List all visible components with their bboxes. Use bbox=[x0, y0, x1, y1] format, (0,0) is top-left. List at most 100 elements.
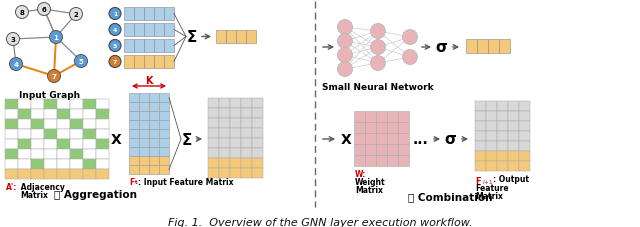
Bar bbox=[475, 161, 486, 171]
Bar bbox=[149, 103, 159, 111]
Circle shape bbox=[6, 33, 19, 46]
Bar bbox=[83, 129, 96, 139]
Bar bbox=[486, 151, 497, 161]
Text: Input Graph: Input Graph bbox=[19, 91, 81, 100]
Bar bbox=[376, 155, 387, 166]
Bar bbox=[44, 169, 57, 179]
Bar bbox=[96, 159, 109, 169]
Circle shape bbox=[109, 24, 121, 36]
Bar bbox=[466, 40, 477, 54]
Bar bbox=[252, 158, 263, 168]
Bar bbox=[219, 99, 230, 109]
Bar bbox=[144, 56, 154, 69]
Bar bbox=[365, 111, 376, 122]
Bar bbox=[486, 121, 497, 131]
Bar bbox=[83, 100, 96, 109]
Bar bbox=[83, 169, 96, 179]
Text: $\mathbf{F}$: $\mathbf{F}$ bbox=[475, 174, 482, 185]
Bar bbox=[219, 158, 230, 168]
Circle shape bbox=[371, 24, 385, 39]
Bar bbox=[134, 24, 144, 37]
Bar bbox=[475, 151, 486, 161]
Text: Matrix: Matrix bbox=[355, 185, 383, 194]
Text: t: t bbox=[134, 179, 137, 184]
Bar bbox=[18, 129, 31, 139]
Circle shape bbox=[109, 40, 121, 52]
Bar bbox=[475, 121, 486, 131]
Circle shape bbox=[403, 30, 417, 45]
Bar bbox=[149, 111, 159, 121]
Bar bbox=[44, 119, 57, 129]
Text: Ⓑ Combination: Ⓑ Combination bbox=[408, 191, 492, 201]
Text: Feature: Feature bbox=[475, 183, 509, 192]
Bar bbox=[44, 100, 57, 109]
Bar bbox=[365, 155, 376, 166]
Bar bbox=[508, 121, 519, 131]
Bar bbox=[134, 40, 144, 53]
Bar bbox=[398, 111, 409, 122]
Bar bbox=[159, 147, 169, 156]
Bar bbox=[96, 139, 109, 149]
Bar bbox=[149, 129, 159, 138]
Bar bbox=[486, 131, 497, 141]
Bar bbox=[354, 133, 365, 144]
Bar bbox=[5, 159, 18, 169]
Bar bbox=[129, 94, 139, 103]
Bar bbox=[139, 138, 149, 147]
Text: F: F bbox=[129, 177, 134, 186]
Bar bbox=[219, 168, 230, 178]
Bar bbox=[18, 169, 31, 179]
Bar bbox=[57, 159, 70, 169]
Bar bbox=[499, 40, 510, 54]
Text: ...: ... bbox=[413, 132, 429, 146]
Bar bbox=[134, 56, 144, 69]
Bar bbox=[241, 138, 252, 148]
Bar bbox=[519, 161, 530, 171]
Bar bbox=[497, 121, 508, 131]
Bar bbox=[208, 128, 219, 138]
Bar bbox=[241, 148, 252, 158]
Bar bbox=[83, 149, 96, 159]
Bar bbox=[129, 165, 139, 174]
Bar bbox=[376, 122, 387, 133]
Bar bbox=[219, 148, 230, 158]
Bar bbox=[44, 149, 57, 159]
Bar bbox=[144, 24, 154, 37]
Bar bbox=[154, 8, 164, 21]
Text: $\mathbf{\Sigma}$: $\mathbf{\Sigma}$ bbox=[186, 29, 198, 45]
Bar bbox=[159, 129, 169, 138]
Bar bbox=[208, 148, 219, 158]
Bar bbox=[57, 169, 70, 179]
Bar bbox=[159, 111, 169, 121]
Text: K: K bbox=[145, 76, 153, 86]
Text: $\mathbf{\sigma}$: $\mathbf{\sigma}$ bbox=[444, 132, 458, 147]
Bar bbox=[144, 8, 154, 21]
Bar bbox=[96, 149, 109, 159]
Bar bbox=[70, 139, 83, 149]
Bar bbox=[486, 111, 497, 121]
Bar bbox=[96, 100, 109, 109]
Circle shape bbox=[109, 8, 121, 20]
Bar bbox=[57, 119, 70, 129]
Text: 6: 6 bbox=[42, 7, 46, 13]
Bar bbox=[376, 144, 387, 155]
Text: 2: 2 bbox=[74, 12, 78, 18]
Bar bbox=[70, 159, 83, 169]
Bar bbox=[129, 103, 139, 111]
Bar bbox=[70, 100, 83, 109]
Text: Matrix: Matrix bbox=[20, 190, 48, 199]
Bar bbox=[164, 8, 174, 21]
Bar bbox=[31, 100, 44, 109]
Bar bbox=[230, 148, 241, 158]
Bar bbox=[230, 128, 241, 138]
Bar bbox=[159, 138, 169, 147]
Text: 5: 5 bbox=[79, 59, 83, 65]
Bar bbox=[365, 133, 376, 144]
Bar bbox=[497, 101, 508, 111]
Bar bbox=[149, 156, 159, 165]
Bar bbox=[159, 121, 169, 129]
Text: 4: 4 bbox=[113, 28, 117, 33]
Circle shape bbox=[337, 48, 353, 63]
Text: 1: 1 bbox=[54, 35, 58, 41]
Circle shape bbox=[10, 58, 22, 71]
